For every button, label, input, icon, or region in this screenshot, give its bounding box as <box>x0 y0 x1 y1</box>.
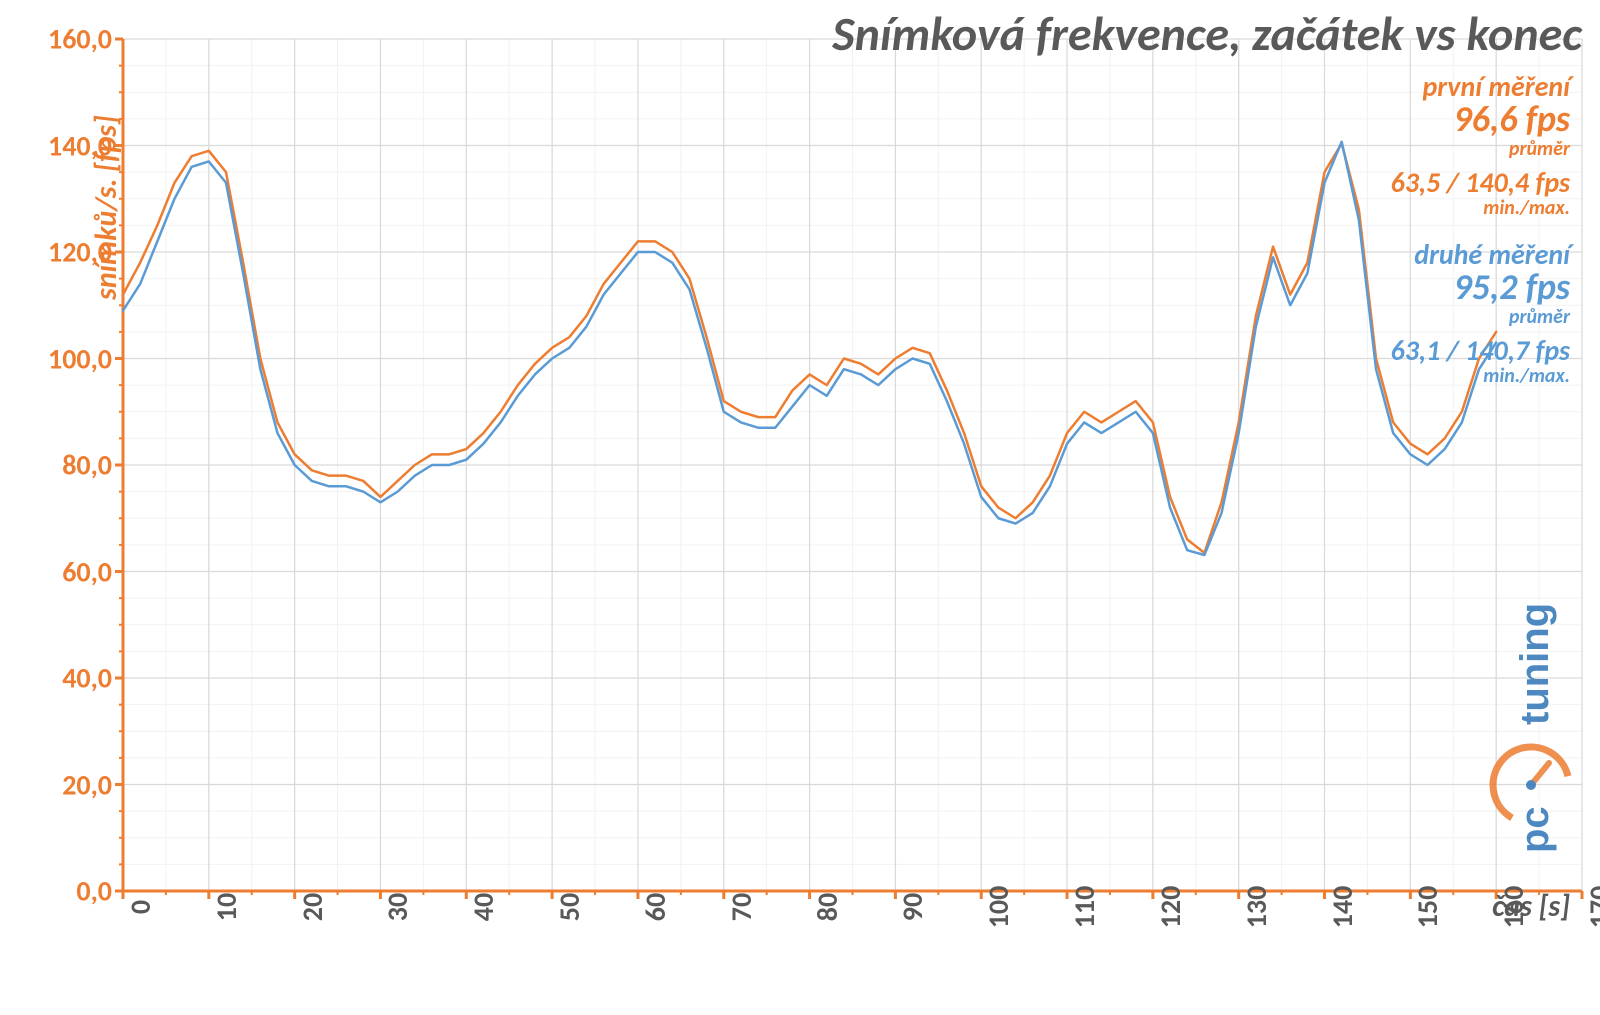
y-tick-label: 40,0 <box>62 661 112 696</box>
watermark-text-bottom: pc <box>1513 806 1557 853</box>
chart-title: Snímková frekvence, začátek vs konec <box>832 4 1582 63</box>
y-tick-label: 0,0 <box>76 874 112 909</box>
x-tick-label: 40 <box>466 893 501 921</box>
annotation-first-avg: 96,6 fps <box>1391 101 1570 139</box>
x-tick-label: 90 <box>895 893 930 921</box>
x-tick-label: 120 <box>1153 886 1188 929</box>
x-tick-label: 140 <box>1325 886 1360 929</box>
fps-chart: Snímková frekvence, začátek vs konec sní… <box>0 0 1600 1015</box>
annotation-second-minmax-label: min./max. <box>1391 366 1570 387</box>
y-tick-label: 120,0 <box>48 235 112 270</box>
x-tick-label: 0 <box>123 900 158 914</box>
y-tick-label: 160,0 <box>48 22 112 57</box>
x-tick-label: 110 <box>1067 886 1102 929</box>
y-tick-label: 20,0 <box>62 767 112 802</box>
x-tick-label: 80 <box>810 893 845 921</box>
annotation-first-minmax-label: min./max. <box>1391 198 1570 219</box>
chart-canvas <box>0 0 1600 1015</box>
x-tick-label: 70 <box>724 893 759 921</box>
watermark-text-top: tuning <box>1513 603 1557 725</box>
x-tick-label: 100 <box>981 886 1016 929</box>
y-tick-label: 100,0 <box>48 341 112 376</box>
x-tick-label: 170 <box>1582 886 1600 929</box>
annotation-first: první měření 96,6 fps průměr 63,5 / 140,… <box>1391 72 1570 219</box>
y-tick-label: 60,0 <box>62 554 112 589</box>
annotation-second-avg: 95,2 fps <box>1391 269 1570 307</box>
annotation-second-avg-label: průměr <box>1391 307 1570 328</box>
annotation-first-minmax: 63,5 / 140,4 fps <box>1391 168 1570 197</box>
x-tick-label: 20 <box>295 893 330 921</box>
y-tick-label: 80,0 <box>62 448 112 483</box>
annotation-second: druhé měření 95,2 fps průměr 63,1 / 140,… <box>1391 240 1570 387</box>
pctuning-watermark: tuning pc <box>1486 525 1576 865</box>
y-tick-label: 140,0 <box>48 128 112 163</box>
x-tick-label: 30 <box>380 893 415 921</box>
x-tick-label: 160 <box>1496 886 1531 929</box>
x-tick-label: 130 <box>1239 886 1274 929</box>
x-tick-label: 10 <box>209 893 244 921</box>
annotation-second-minmax: 63,1 / 140,7 fps <box>1391 336 1570 365</box>
x-tick-label: 150 <box>1410 886 1445 929</box>
x-tick-label: 60 <box>638 893 673 921</box>
x-tick-label: 50 <box>552 893 587 921</box>
annotation-first-avg-label: průměr <box>1391 139 1570 160</box>
